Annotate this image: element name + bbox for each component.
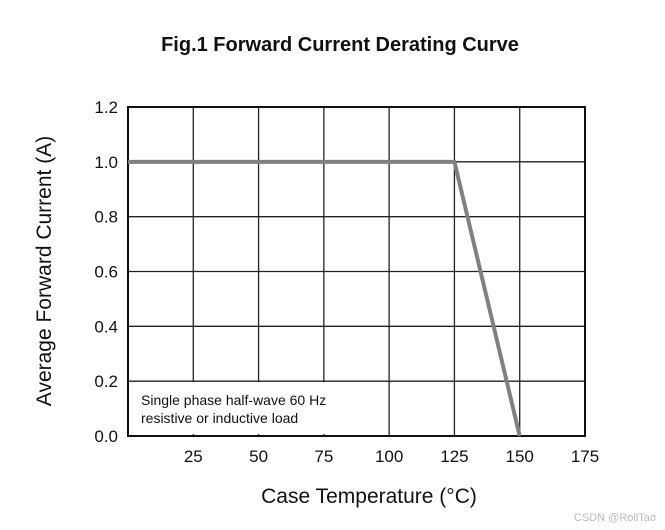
plot-frame xyxy=(127,106,586,437)
tick-labels: 25 50 75 100 125 150 175 0.0 0.2 0.4 0.6 0.8 1.0 1.2 xyxy=(94,98,599,466)
series-line-0 xyxy=(128,159,522,437)
series xyxy=(128,159,522,437)
annotation-line: resistive or inductive load xyxy=(141,410,298,426)
y-tick-label: 0.8 xyxy=(94,208,118,227)
x-tick-label: 150 xyxy=(506,447,534,466)
x-tick-label: 125 xyxy=(440,447,468,466)
chart-title: Fig.1 Forward Current Derating Curve xyxy=(161,34,519,56)
y-tick-label: 0.6 xyxy=(94,263,118,282)
annotation-line: Single phase half-wave 60 Hz xyxy=(141,392,326,408)
watermark: CSDN @RollTao xyxy=(574,512,656,524)
x-axis-label: Case Temperature (°C) xyxy=(261,485,477,508)
y-tick-label: 1.2 xyxy=(94,98,118,117)
annotation-background xyxy=(131,382,389,434)
y-tick-label: 0.2 xyxy=(94,372,118,391)
x-tick-label: 175 xyxy=(571,447,599,466)
annotation-box: Single phase half-wave 60 Hz resistive or… xyxy=(131,382,389,434)
x-tick-label: 25 xyxy=(184,447,203,466)
x-tick-label: 50 xyxy=(249,447,268,466)
x-tick-label: 100 xyxy=(375,447,403,466)
y-tick-label: 1.0 xyxy=(94,153,118,172)
y-tick-label: 0.4 xyxy=(94,317,118,336)
x-tick-label: 75 xyxy=(314,447,333,466)
y-tick-label: 0.0 xyxy=(94,427,118,446)
y-axis-label: Average Forward Current (A) xyxy=(33,136,56,406)
